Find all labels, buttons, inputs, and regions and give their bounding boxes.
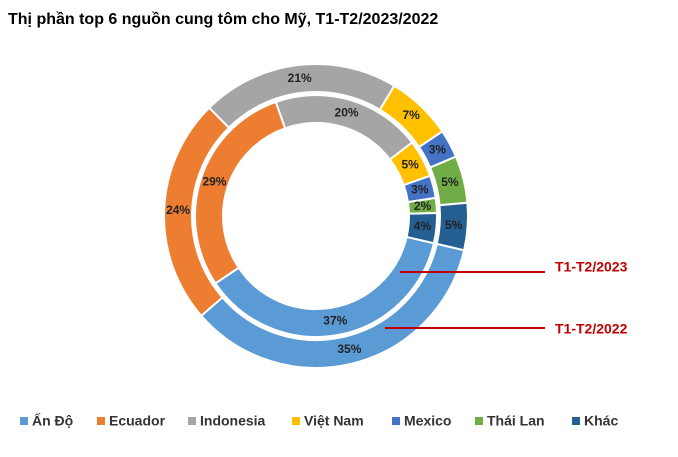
data-label: 35% bbox=[337, 342, 361, 356]
legend-label: Thái Lan bbox=[487, 413, 545, 429]
data-label: 29% bbox=[202, 174, 226, 188]
donut-slice bbox=[405, 212, 438, 245]
legend-swatch bbox=[392, 417, 400, 425]
data-label: 4% bbox=[414, 219, 432, 233]
data-label: 20% bbox=[335, 106, 359, 120]
legend-swatch bbox=[20, 417, 28, 425]
donut-slice bbox=[435, 201, 469, 252]
series-annotation: T1-T2/2023 bbox=[555, 259, 628, 275]
data-label: 3% bbox=[411, 182, 429, 196]
legend-swatch bbox=[97, 417, 105, 425]
legend-label: Ấn Độ bbox=[32, 413, 73, 429]
data-label: 5% bbox=[445, 218, 463, 232]
data-label: 5% bbox=[401, 157, 419, 171]
data-label: 24% bbox=[166, 203, 190, 217]
chart-title: Thị phần top 6 nguồn cung tôm cho Mỹ, T1… bbox=[8, 11, 438, 28]
legend-swatch bbox=[475, 417, 483, 425]
legend-label: Indonesia bbox=[200, 413, 266, 429]
legend-label: Mexico bbox=[404, 413, 451, 429]
series-annotation: T1-T2/2022 bbox=[555, 321, 628, 337]
legend-label: Việt Nam bbox=[304, 413, 364, 429]
data-label: 7% bbox=[402, 108, 420, 122]
legend-swatch bbox=[188, 417, 196, 425]
data-label: 2% bbox=[414, 199, 432, 213]
legend-swatch bbox=[572, 417, 580, 425]
legend-label: Khác bbox=[584, 413, 618, 429]
legend-swatch bbox=[292, 417, 300, 425]
data-label: 21% bbox=[288, 71, 312, 85]
legend-label: Ecuador bbox=[109, 413, 166, 429]
data-label: 37% bbox=[323, 313, 347, 327]
data-label: 5% bbox=[441, 175, 459, 189]
data-label: 3% bbox=[429, 143, 447, 157]
